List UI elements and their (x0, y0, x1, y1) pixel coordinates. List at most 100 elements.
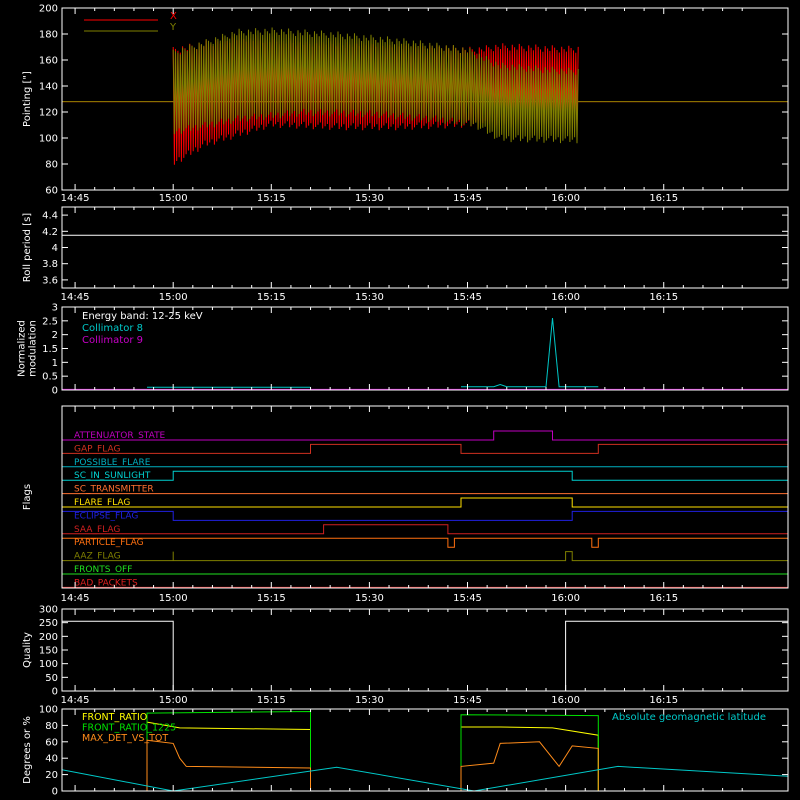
time-tick-label-roll: 16:15 (649, 292, 678, 303)
time-tick-label-flags: 16:00 (551, 593, 580, 604)
time-tick-label-flags: 15:15 (257, 593, 286, 604)
y-axis-label-ratios: Degrees or % (22, 716, 33, 784)
legend-label-front-ratio: FRONT_RATIO (82, 712, 147, 723)
y-tick-label-modulation: 0.5 (42, 372, 58, 383)
flag-line-eclipse-flag (62, 510, 788, 521)
flag-line-gap-flag (62, 443, 788, 454)
y-tick-label-pointing: 200 (39, 4, 58, 15)
flag-label-possible-flare: POSSIBLE_FLARE (74, 458, 151, 468)
time-tick-label-quality: 16:00 (551, 695, 580, 706)
flag-line-attenuator-state (62, 430, 788, 441)
time-tick-label-roll: 15:30 (355, 292, 384, 303)
y-tick-label-ratios: 100 (39, 705, 58, 716)
y-tick-label-pointing: 100 (39, 134, 58, 145)
y-tick-label-modulation: 1.5 (42, 344, 58, 355)
y-tick-label-quality: 100 (39, 659, 58, 670)
time-tick-label-flags: 15:00 (159, 593, 188, 604)
time-tick-label-roll: 15:15 (257, 292, 286, 303)
y-tick-label-roll: 4.2 (42, 227, 58, 238)
flag-label-attenuator-state: ATTENUATOR_STATE (74, 431, 166, 441)
flag-label-saa-flag: SAA_FLAG (74, 525, 120, 535)
y-tick-label-pointing: 140 (39, 82, 58, 93)
y-tick-label-ratios: 80 (45, 721, 58, 732)
legend-label-absolute-geomagnetic-latitude: Absolute geomagnetic latitude (612, 712, 766, 723)
quality-panel: 0 50 100 150 200 250 300 14:45 15:00 15:15 15:30 15… (22, 605, 789, 706)
pointing-panel-frame (61, 7, 789, 191)
time-tick-label-flags: 15:45 (453, 593, 482, 604)
y-tick-label-modulation: 3 (52, 303, 58, 314)
y-tick-label-ratios: 60 (45, 737, 58, 748)
series-line-max-det-vs-tot-segment (146, 739, 311, 791)
legend-label-collimator-8: Collimator 8 (82, 323, 143, 334)
flags-panel-frame (61, 405, 789, 589)
y-tick-label-roll: 3.8 (42, 259, 58, 270)
time-tick-label-flags: 16:15 (649, 593, 678, 604)
time-tick-label-quality: 14:45 (61, 695, 90, 706)
y-tick-label-pointing: 80 (45, 160, 58, 171)
modulation-panel-frame (61, 306, 789, 391)
y-axis-label-flags: Flags (22, 484, 33, 510)
y-tick-label-ratios: 0 (52, 787, 58, 798)
legend-label-collimator-9: Collimator 9 (82, 335, 143, 346)
time-tick-label-pointing: 15:00 (159, 193, 188, 204)
time-tick-label-pointing: 15:45 (453, 193, 482, 204)
y-axis-label-modulation: modulation (28, 320, 39, 377)
flag-label-sc-transmitter: SC_TRANSMITTER (74, 485, 154, 495)
y-tick-label-roll: 4 (52, 243, 58, 254)
y-tick-label-ratios: 20 (45, 770, 58, 781)
time-tick-label-roll: 15:45 (453, 292, 482, 303)
y-axis-label-roll: Roll period [s] (22, 213, 33, 282)
time-tick-label-flags: 14:45 (61, 593, 90, 604)
time-tick-label-roll: 15:00 (159, 292, 188, 303)
y-tick-label-pointing: 120 (39, 108, 58, 119)
roll-panel: 3.6 3.8 4 4.2 4.4 14:45 15:00 15:15 15:30 15:45 16… (22, 206, 789, 303)
time-tick-label-quality: 15:15 (257, 695, 286, 706)
y-axis-label-modulation: Normalized (17, 320, 28, 377)
y-tick-label-roll: 3.6 (42, 275, 58, 286)
series-line-y (172, 27, 579, 144)
y-tick-label-quality: 50 (45, 673, 58, 684)
flag-line-flare-flag (62, 497, 788, 508)
series-line-max-det-vs-tot-segment (460, 741, 599, 791)
time-tick-label-roll: 14:45 (61, 292, 90, 303)
flag-line-aaz-flag (62, 551, 788, 562)
flag-label-aaz-flag: AAZ_FLAG (74, 552, 121, 562)
legend-label-front-ratio-1225: FRONT_RATIO_1225 (82, 723, 176, 734)
y-tick-label-quality: 0 (52, 687, 58, 698)
y-axis-label-quality: Quality (22, 632, 33, 668)
pointing-panel: 60 80 100 120 140 160 180 200 14:45 15:00 15:15 15:… (22, 4, 789, 204)
flags-panel: ATTENUATOR_STATE GAP_FLAG POSSIBLE_FLARE SC… (22, 405, 789, 604)
y-tick-label-modulation: 1 (52, 358, 58, 369)
time-tick-label-pointing: 16:00 (551, 193, 580, 204)
flag-label-eclipse-flag: ECLIPSE_FLAG (74, 511, 138, 521)
time-tick-label-quality: 15:45 (453, 695, 482, 706)
time-tick-label-pointing: 14:45 (61, 193, 90, 204)
y-tick-label-modulation: 2 (52, 330, 58, 341)
y-axis-label-pointing: Pointing ["] (22, 71, 33, 127)
roll-panel-frame (61, 206, 789, 289)
y-tick-label-modulation: 0 (52, 386, 58, 397)
flag-label-bad-packets: BAD_PACKETS (74, 578, 138, 588)
y-tick-label-pointing: 60 (45, 186, 58, 197)
legend-label-x: X (170, 11, 177, 22)
modulation-panel: 0 0.5 1 1.5 2 2.5 3 Normalized modulation Energy … (17, 303, 789, 397)
series-line-collimator-8-segment (461, 318, 599, 388)
time-tick-label-flags: 15:30 (355, 593, 384, 604)
y-tick-label-roll: 4.4 (42, 211, 58, 222)
flag-label-flare-flag: FLARE_FLAG (74, 498, 130, 508)
ratios-panel: 0 20 40 60 80 100 Degrees or % FRONT_RATIOFRONT… (22, 705, 789, 798)
flag-label-gap-flag: GAP_FLAG (74, 444, 120, 454)
flag-line-saa-flag (62, 524, 788, 535)
quality-panel-frame (61, 608, 789, 692)
y-tick-label-quality: 150 (39, 646, 58, 657)
y-tick-label-modulation: 2.5 (42, 316, 58, 327)
time-tick-label-pointing: 16:15 (649, 193, 678, 204)
y-tick-label-quality: 300 (39, 605, 58, 616)
y-tick-label-pointing: 160 (39, 56, 58, 67)
ratios-panel-frame (61, 708, 789, 792)
time-tick-label-quality: 15:30 (355, 695, 384, 706)
time-tick-label-roll: 16:00 (551, 292, 580, 303)
energy-band-annotation: Energy band: 12-25 keV (82, 311, 203, 322)
